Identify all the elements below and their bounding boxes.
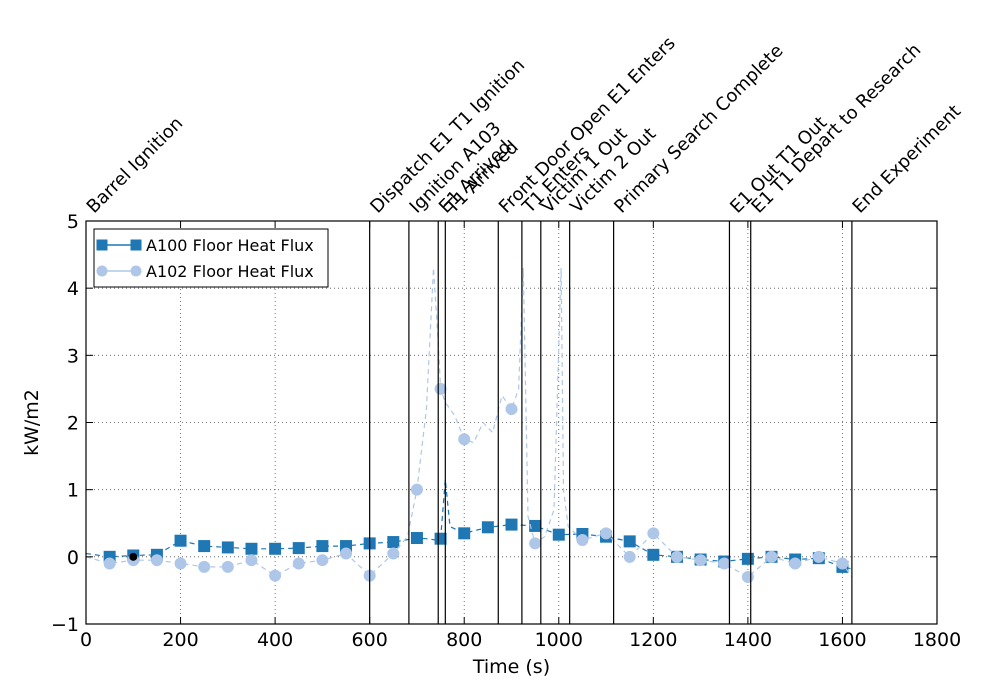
series-1-marker — [552, 528, 565, 541]
y-tick-label: 0 — [67, 547, 79, 569]
series-2-marker — [150, 554, 163, 567]
series-2-marker — [387, 547, 400, 560]
series-2-marker — [836, 557, 849, 570]
series-1-marker — [647, 548, 660, 561]
series-2-marker — [316, 554, 329, 567]
series-2-marker — [529, 537, 542, 550]
x-tick-label: 1600 — [818, 629, 866, 651]
event-label: Barrel Ignition — [83, 113, 188, 218]
x-tick-label: 1800 — [913, 629, 961, 651]
series-1-marker — [529, 519, 542, 532]
series-2-marker — [434, 382, 447, 395]
x-tick-label: 600 — [352, 629, 388, 651]
series-1-marker — [434, 532, 447, 545]
x-tick-label: 1200 — [629, 629, 677, 651]
x-tick-label: 0 — [80, 629, 92, 651]
y-tick-label: 3 — [67, 345, 79, 367]
series-1-marker — [292, 542, 305, 555]
series-2-marker — [623, 550, 636, 563]
series-2-marker — [812, 550, 825, 563]
series-2-marker — [600, 527, 613, 540]
series-2-marker — [292, 557, 305, 570]
event-label: E1 Out T1 Out — [726, 112, 831, 217]
legend-marker-2b — [130, 265, 142, 277]
series-1-marker — [245, 542, 258, 555]
series-2-marker — [576, 534, 589, 547]
x-tick-label: 800 — [446, 629, 482, 651]
series-1-marker — [741, 552, 754, 565]
y-tick-label: 4 — [67, 278, 79, 300]
series-1-marker — [481, 521, 494, 534]
series-2-marker — [174, 557, 187, 570]
series-1-marker — [174, 534, 187, 547]
series-1-marker — [623, 535, 636, 548]
y-tick-label: −1 — [51, 614, 79, 636]
x-tick-label: 1400 — [724, 629, 772, 651]
event-lines — [369, 221, 853, 624]
series-2-marker — [340, 547, 353, 560]
legend-marker-1b — [130, 239, 142, 251]
series-1-marker — [458, 527, 471, 540]
series-1-marker — [387, 536, 400, 549]
series-2-marker — [670, 550, 683, 563]
y-tick-label: 1 — [67, 480, 79, 502]
y-tick-label: 5 — [67, 211, 79, 233]
series-2-marker — [221, 560, 234, 573]
series-2-marker — [741, 570, 754, 583]
series-2-marker — [718, 557, 731, 570]
series-2-marker — [198, 560, 211, 573]
x-tick-label: 1000 — [535, 629, 583, 651]
legend: A100 Floor Heat Flux A102 Floor Heat Flux — [93, 228, 329, 288]
series-1-line — [86, 479, 853, 570]
series-2-marker — [765, 550, 778, 563]
x-tick-label: 400 — [257, 629, 293, 651]
series-1-marker — [505, 518, 518, 531]
series-2-marker — [694, 554, 707, 567]
series-2-marker — [789, 557, 802, 570]
series-1-marker — [198, 540, 211, 553]
annotation-point — [129, 552, 138, 561]
event-label: End Experiment — [849, 101, 966, 218]
legend-marker-1a — [96, 239, 108, 251]
series-2-marker — [458, 433, 471, 446]
legend-label-2: A102 Floor Heat Flux — [146, 262, 314, 281]
legend-box — [93, 228, 329, 288]
legend-marker-2a — [96, 265, 108, 277]
series-1-marker — [221, 541, 234, 554]
series-2-marker — [505, 403, 518, 416]
axis-ticks: 0 200 400 600 800 1000 1200 1400 1600 1800−101234… — [51, 211, 961, 651]
y-axis-label: kW/m2 — [21, 389, 43, 456]
y-tick-label: 2 — [67, 413, 79, 435]
x-axis-label: Time (s) — [472, 656, 550, 678]
event-labels: Barrel Ignition Dispatch E1 T1 IgnitionIg… — [83, 33, 966, 218]
series-1-marker — [269, 542, 282, 555]
series-2-marker — [647, 527, 660, 540]
series-layer — [86, 267, 853, 583]
x-tick-label: 200 — [162, 629, 198, 651]
series-2-marker — [269, 569, 282, 582]
series-2-marker — [410, 483, 423, 496]
series-2-marker — [245, 554, 258, 567]
legend-label-1: A100 Floor Heat Flux — [146, 236, 314, 255]
series-1-marker — [410, 532, 423, 545]
series-2-marker — [103, 557, 116, 570]
series-1-marker — [316, 540, 329, 553]
